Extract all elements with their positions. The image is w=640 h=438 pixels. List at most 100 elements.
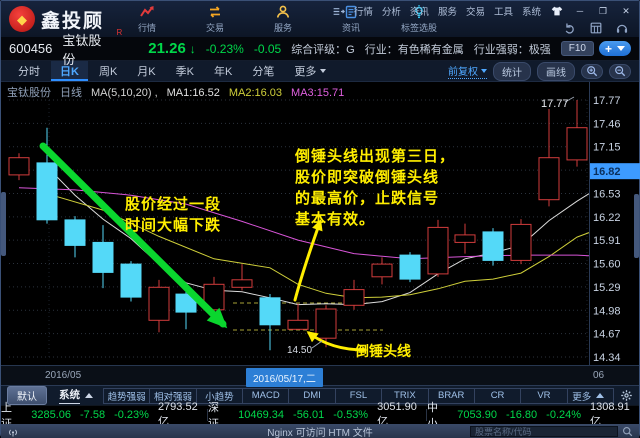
svg-text:14.98: 14.98 xyxy=(593,305,621,317)
caret-down-icon xyxy=(617,46,625,51)
svg-text:14.50: 14.50 xyxy=(287,345,312,356)
tab-tick[interactable]: 分笔 xyxy=(252,66,275,78)
indicator-tab-relative-strength[interactable]: 相对强弱 xyxy=(149,388,195,403)
menu-list-icon[interactable] xyxy=(332,5,345,18)
nav-stock-picker[interactable]: 标签选股 xyxy=(398,4,440,34)
zoom-out-button[interactable] xyxy=(609,63,631,79)
top-toolbar: ◆ 鑫投顾 行情 交易 服务 资讯 标签选股 xyxy=(1,1,639,37)
menu-analysis[interactable]: 分析 xyxy=(381,7,401,18)
menu-trade[interactable]: 交易 xyxy=(465,7,485,18)
legend-ma3: MA3:15.71 xyxy=(291,87,345,99)
caret-down-icon xyxy=(320,69,327,73)
candlestick-canvas[interactable]: 17.77 17.46 17.15 16.53 16.22 15.91 15.60 15.29… xyxy=(1,82,640,365)
menu-service[interactable]: 服务 xyxy=(437,7,457,18)
tab-more[interactable]: 更多 xyxy=(285,61,335,81)
search-icon[interactable] xyxy=(622,426,633,437)
close-button[interactable]: ✕ xyxy=(622,5,630,16)
indicator-tab-brar[interactable]: BRAR xyxy=(427,388,474,403)
period-bar: 分时 日K 周K 月K 季K 年K 分笔 更多 前复权 统计 画线 xyxy=(1,61,639,82)
menu-system[interactable]: 系统 xyxy=(521,7,541,18)
minimize-button[interactable]: ─ xyxy=(576,6,584,16)
network-signal-icon xyxy=(9,429,17,436)
last-price: 21.26 xyxy=(148,40,186,57)
indicator-tab-cr[interactable]: CR xyxy=(473,388,520,403)
toolbar-tray xyxy=(563,21,629,35)
search-input[interactable] xyxy=(470,426,618,437)
date-label-end: 06 xyxy=(593,370,605,381)
zoom-in-icon xyxy=(587,66,598,77)
nav-trade[interactable]: 交易 xyxy=(194,4,236,34)
undo-icon[interactable] xyxy=(563,21,577,35)
legend-ma1: MA1:16.52 xyxy=(166,87,220,99)
indicator-default-button[interactable]: 默认 xyxy=(7,386,47,405)
legend-period: 日线 xyxy=(60,87,82,99)
index-shenzhen[interactable]: 深证 10469.34 -56.01 -0.53% 3051.90亿 xyxy=(207,401,417,430)
news-icon xyxy=(345,5,357,19)
change-percent: -0.23% xyxy=(205,41,244,56)
indicator-tab-vr[interactable]: VR xyxy=(520,388,566,403)
date-label-start: 2016/05 xyxy=(45,370,82,381)
indicator-tab-trix[interactable]: TRIX xyxy=(381,388,427,403)
chart-legend: 宝钛股份 日线 MA(5,10,20) , MA1:16.52 MA2:16.03 MA3… xyxy=(7,84,353,100)
industry: 行业：有色稀有金属 xyxy=(364,43,464,56)
add-to-watchlist-button[interactable]: + xyxy=(598,41,631,56)
nav-news[interactable]: 资讯 xyxy=(330,4,372,34)
nav-quotes[interactable]: 行情 xyxy=(126,4,168,34)
annotation-breakout: 倒锤头线出现第三日， 股价即突破倒锤头线 的最高价，止跌信号 基本有效。 xyxy=(295,148,456,228)
kline-chart[interactable]: 17.77 17.46 17.15 16.53 16.22 15.91 15.60 15.29… xyxy=(1,82,640,387)
menu-tools[interactable]: 工具 xyxy=(493,7,513,18)
divider xyxy=(206,409,208,421)
statistics-button[interactable]: 统计 xyxy=(493,61,531,81)
tab-yearly-k[interactable]: 年K xyxy=(213,66,233,78)
main-nav: 行情 交易 服务 资讯 标签选股 xyxy=(126,4,440,34)
legend-ma-title: MA(5,10,20) , xyxy=(91,87,158,99)
svg-text:16.53: 16.53 xyxy=(593,188,621,200)
selected-date-chip[interactable]: 2016/05/17,二 xyxy=(246,368,323,387)
tab-timeshare[interactable]: 分时 xyxy=(18,66,40,78)
top-menu: 行情 分析 资讯 服务 交易 工具 系统 ─ ❐ ✕ xyxy=(332,4,633,18)
indicator-tabs: 趋势强弱 相对强弱 小趋势 MACD DMI FSL TRIX BRAR CR … xyxy=(103,387,614,404)
margin-r-tag: R xyxy=(116,27,123,37)
indicator-tab-trend-strength[interactable]: 趋势强弱 xyxy=(107,391,146,403)
tab-daily-k[interactable]: 日K xyxy=(51,61,88,81)
svg-text:17.15: 17.15 xyxy=(593,142,621,154)
f10-button[interactable]: F10 xyxy=(560,41,594,56)
maximize-button[interactable]: ❐ xyxy=(598,5,608,16)
zoom-in-button[interactable] xyxy=(581,63,603,79)
indicator-tab-fsl[interactable]: FSL xyxy=(334,388,381,403)
app-logo-icon: ◆ xyxy=(9,6,35,32)
indicator-tab-more[interactable]: 更多 xyxy=(566,388,613,403)
indicator-tab-macd[interactable]: MACD xyxy=(242,388,288,403)
indicator-tab-dmi[interactable]: DMI xyxy=(288,388,334,403)
menu-news[interactable]: 资讯 xyxy=(409,7,429,18)
industry-strength: 行业强弱：极强 xyxy=(473,43,551,56)
headset-icon[interactable] xyxy=(615,21,629,35)
legend-ma2: MA2:16.03 xyxy=(228,87,283,99)
right-panel-scrollbar[interactable] xyxy=(634,194,639,258)
svg-text:15.29: 15.29 xyxy=(593,282,621,294)
indicator-group-system[interactable]: 系统 xyxy=(59,387,80,404)
gear-icon[interactable] xyxy=(620,389,633,402)
indicator-tab-mini-trend[interactable]: 小趋势 xyxy=(195,388,242,403)
caret-down-icon xyxy=(481,68,487,73)
draw-line-button[interactable]: 画线 xyxy=(537,61,575,81)
left-panel-scrollbar[interactable] xyxy=(1,192,6,256)
tab-monthly-k[interactable]: 月K xyxy=(137,66,156,78)
skin-icon[interactable] xyxy=(550,4,564,18)
menu-quotes[interactable]: 行情 xyxy=(353,7,373,18)
trend-icon xyxy=(140,6,154,17)
nav-service[interactable]: 服务 xyxy=(262,4,304,34)
legend-stock-name: 宝钛股份 xyxy=(7,87,51,99)
calculator-icon[interactable] xyxy=(589,21,603,35)
stock-code: 600456 xyxy=(9,41,53,56)
quote-bar: 600456 宝钛股份 R 21.26 ↓ -0.23% -0.05 综合评级：G… xyxy=(1,28,639,67)
quote-actions: F10 + xyxy=(560,41,631,56)
stock-name: 宝钛股份 R xyxy=(62,27,123,67)
caret-up-icon xyxy=(85,393,93,398)
caret-up-icon xyxy=(596,393,605,398)
tab-weekly-k[interactable]: 周K xyxy=(98,66,118,78)
adjust-mode-dropdown[interactable]: 前复权 xyxy=(448,63,487,79)
svg-text:17.46: 17.46 xyxy=(593,118,621,130)
tab-quarterly-k[interactable]: 季K xyxy=(175,66,194,78)
